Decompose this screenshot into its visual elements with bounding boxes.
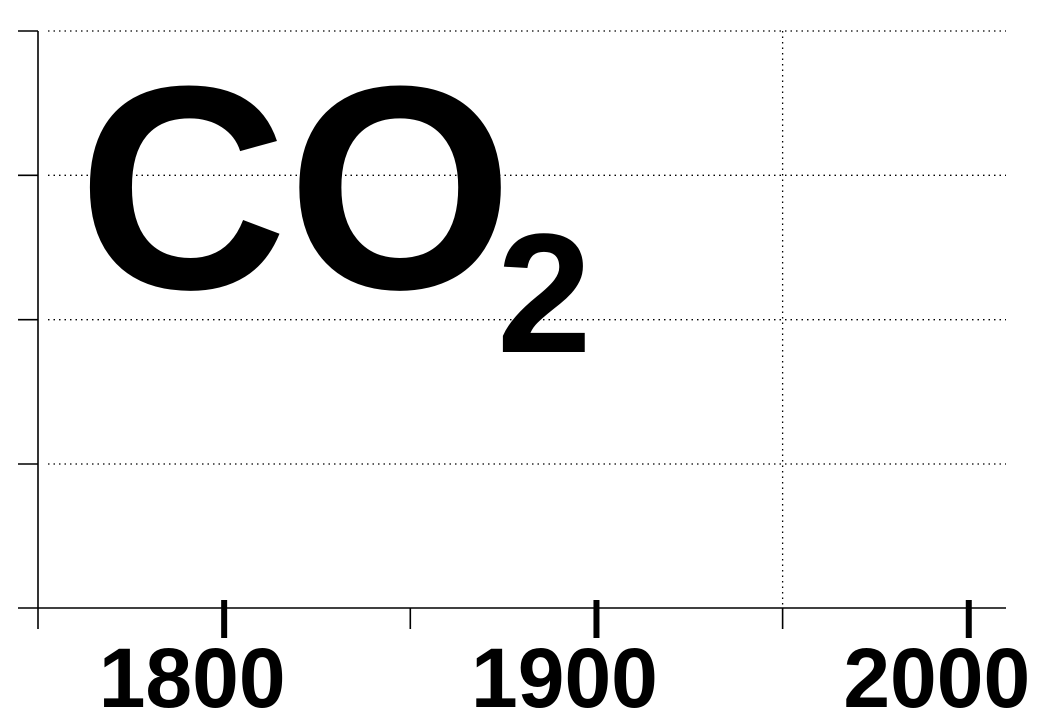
chart-title: CO	[78, 26, 513, 350]
ticks	[18, 30, 972, 638]
chart-title-group: CO 2	[78, 26, 592, 389]
tick-labels: 1800 1900 2000	[99, 631, 1030, 720]
x-tick-label: 1900	[471, 631, 658, 720]
x-tick-label: 2000	[843, 631, 1030, 720]
chart-title-subscript: 2	[497, 199, 592, 389]
x-tick-label: 1800	[99, 631, 286, 720]
grid-lines	[48, 30, 1006, 608]
